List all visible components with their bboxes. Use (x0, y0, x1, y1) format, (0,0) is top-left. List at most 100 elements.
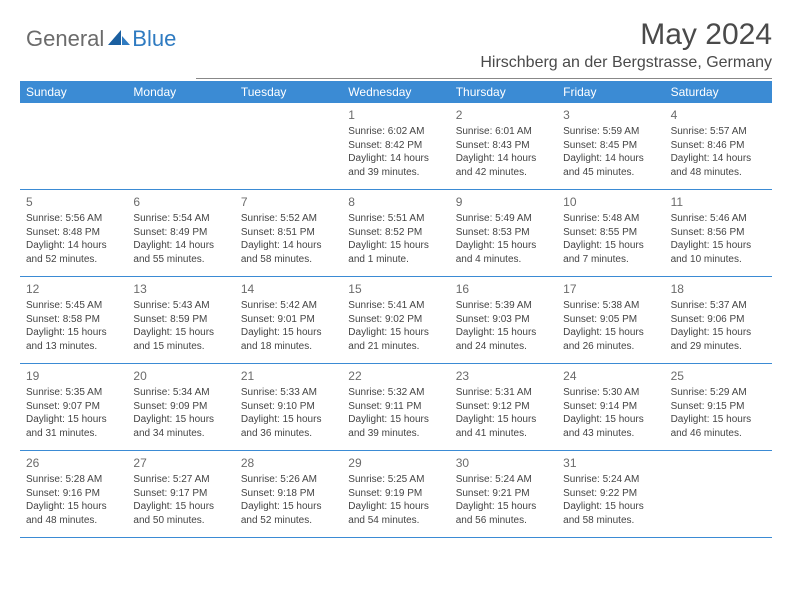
day-cell: 4 Sunrise: 5:57 AM Sunset: 8:46 PM Daylig… (665, 103, 772, 189)
day-sun-data: Sunrise: 5:26 AM Sunset: 9:18 PM Dayligh… (241, 473, 336, 527)
day-cell: 30 Sunrise: 5:24 AM Sunset: 9:21 PM Dayli… (450, 451, 557, 537)
day-cell: 7 Sunrise: 5:52 AM Sunset: 8:51 PM Daylig… (235, 190, 342, 276)
day-number: 11 (671, 194, 766, 210)
day-cell (20, 103, 127, 189)
day-cell: 14 Sunrise: 5:42 AM Sunset: 9:01 PM Dayli… (235, 277, 342, 363)
day-cell (127, 103, 234, 189)
day-number: 28 (241, 455, 336, 471)
day-cell: 20Sunrise: 5:34 AM Sunset: 9:09 PM Dayli… (127, 364, 234, 450)
day-number: 5 (26, 194, 121, 210)
day-number: 4 (671, 107, 766, 123)
day-sun-data: Sunrise: 5:30 AM Sunset: 9:14 PM Dayligh… (563, 386, 658, 440)
day-sun-data: Sunrise: 5:24 AM Sunset: 9:21 PM Dayligh… (456, 473, 551, 527)
day-number: 3 (563, 107, 658, 123)
day-cell: 24Sunrise: 5:30 AM Sunset: 9:14 PM Dayli… (557, 364, 664, 450)
day-number: 12 (26, 281, 121, 297)
day-sun-data: Sunrise: 5:41 AM Sunset: 9:02 PM Dayligh… (348, 299, 443, 353)
day-number: 22 (348, 368, 443, 384)
weekday-header: Thursday (450, 81, 557, 103)
day-sun-data: Sunrise: 5:43 AM Sunset: 8:59 PM Dayligh… (133, 299, 228, 353)
day-sun-data: Sunrise: 5:31 AM Sunset: 9:12 PM Dayligh… (456, 386, 551, 440)
day-sun-data: Sunrise: 5:52 AM Sunset: 8:51 PM Dayligh… (241, 212, 336, 266)
day-number: 21 (241, 368, 336, 384)
day-cell: 29 Sunrise: 5:25 AM Sunset: 9:19 PM Dayli… (342, 451, 449, 537)
day-sun-data: Sunrise: 5:57 AM Sunset: 8:46 PM Dayligh… (671, 125, 766, 179)
header-row: General Blue May 2024 Hirschberg an der … (20, 18, 772, 79)
day-number: 13 (133, 281, 228, 297)
day-cell: 2 Sunrise: 6:01 AM Sunset: 8:43 PM Daylig… (450, 103, 557, 189)
day-cell: 9Sunrise: 5:49 AM Sunset: 8:53 PM Daylig… (450, 190, 557, 276)
day-sun-data: Sunrise: 5:38 AM Sunset: 9:05 PM Dayligh… (563, 299, 658, 353)
brand-part1: General (26, 26, 104, 52)
day-cell (235, 103, 342, 189)
location-subtitle: Hirschberg an der Bergstrasse, Germany (196, 54, 772, 79)
day-number: 16 (456, 281, 551, 297)
day-sun-data: Sunrise: 5:27 AM Sunset: 9:17 PM Dayligh… (133, 473, 228, 527)
day-cell: 25 Sunrise: 5:29 AM Sunset: 9:15 PM Dayli… (665, 364, 772, 450)
day-cell: 10 Sunrise: 5:48 AM Sunset: 8:55 PM Dayli… (557, 190, 664, 276)
day-number: 19 (26, 368, 121, 384)
day-number: 29 (348, 455, 443, 471)
day-cell: 11Sunrise: 5:46 AM Sunset: 8:56 PM Dayli… (665, 190, 772, 276)
day-number: 23 (456, 368, 551, 384)
weekday-header: Sunday (20, 81, 127, 103)
week-row: 26Sunrise: 5:28 AM Sunset: 9:16 PM Dayli… (20, 451, 772, 538)
day-sun-data: Sunrise: 5:24 AM Sunset: 9:22 PM Dayligh… (563, 473, 658, 527)
day-sun-data: Sunrise: 5:39 AM Sunset: 9:03 PM Dayligh… (456, 299, 551, 353)
day-number: 10 (563, 194, 658, 210)
day-number: 1 (348, 107, 443, 123)
day-cell: 3 Sunrise: 5:59 AM Sunset: 8:45 PM Daylig… (557, 103, 664, 189)
day-cell: 6 Sunrise: 5:54 AM Sunset: 8:49 PM Daylig… (127, 190, 234, 276)
day-sun-data: Sunrise: 5:42 AM Sunset: 9:01 PM Dayligh… (241, 299, 336, 353)
day-cell: 31 Sunrise: 5:24 AM Sunset: 9:22 PM Dayli… (557, 451, 664, 537)
day-cell (665, 451, 772, 537)
day-number: 15 (348, 281, 443, 297)
day-number: 18 (671, 281, 766, 297)
day-cell: 28 Sunrise: 5:26 AM Sunset: 9:18 PM Dayli… (235, 451, 342, 537)
day-sun-data: Sunrise: 5:56 AM Sunset: 8:48 PM Dayligh… (26, 212, 121, 266)
day-cell: 5 Sunrise: 5:56 AM Sunset: 8:48 PM Daylig… (20, 190, 127, 276)
weekday-header: Wednesday (342, 81, 449, 103)
day-number: 30 (456, 455, 551, 471)
day-sun-data: Sunrise: 5:33 AM Sunset: 9:10 PM Dayligh… (241, 386, 336, 440)
day-sun-data: Sunrise: 6:02 AM Sunset: 8:42 PM Dayligh… (348, 125, 443, 179)
day-number: 25 (671, 368, 766, 384)
day-sun-data: Sunrise: 5:29 AM Sunset: 9:15 PM Dayligh… (671, 386, 766, 440)
day-sun-data: Sunrise: 5:45 AM Sunset: 8:58 PM Dayligh… (26, 299, 121, 353)
week-row: 5 Sunrise: 5:56 AM Sunset: 8:48 PM Daylig… (20, 190, 772, 277)
title-block: May 2024 Hirschberg an der Bergstrasse, … (196, 18, 772, 79)
day-number: 2 (456, 107, 551, 123)
weekday-header: Friday (557, 81, 664, 103)
day-cell: 27 Sunrise: 5:27 AM Sunset: 9:17 PM Dayli… (127, 451, 234, 537)
brand-logo: General Blue (26, 26, 176, 52)
day-number: 8 (348, 194, 443, 210)
day-cell: 15 Sunrise: 5:41 AM Sunset: 9:02 PM Dayli… (342, 277, 449, 363)
day-number: 27 (133, 455, 228, 471)
weekday-header-row: SundayMondayTuesdayWednesdayThursdayFrid… (20, 81, 772, 103)
day-number: 31 (563, 455, 658, 471)
page-title: May 2024 (196, 18, 772, 52)
day-number: 7 (241, 194, 336, 210)
day-sun-data: Sunrise: 5:34 AM Sunset: 9:09 PM Dayligh… (133, 386, 228, 440)
day-number: 9 (456, 194, 551, 210)
day-number: 14 (241, 281, 336, 297)
day-cell: 23 Sunrise: 5:31 AM Sunset: 9:12 PM Dayli… (450, 364, 557, 450)
day-sun-data: Sunrise: 5:48 AM Sunset: 8:55 PM Dayligh… (563, 212, 658, 266)
day-sun-data: Sunrise: 5:35 AM Sunset: 9:07 PM Dayligh… (26, 386, 121, 440)
day-cell: 1 Sunrise: 6:02 AM Sunset: 8:42 PM Daylig… (342, 103, 449, 189)
day-cell: 18Sunrise: 5:37 AM Sunset: 9:06 PM Dayli… (665, 277, 772, 363)
week-row: 1 Sunrise: 6:02 AM Sunset: 8:42 PM Daylig… (20, 103, 772, 190)
calendar: SundayMondayTuesdayWednesdayThursdayFrid… (20, 81, 772, 538)
day-sun-data: Sunrise: 5:28 AM Sunset: 9:16 PM Dayligh… (26, 473, 121, 527)
day-sun-data: Sunrise: 5:25 AM Sunset: 9:19 PM Dayligh… (348, 473, 443, 527)
day-number: 6 (133, 194, 228, 210)
day-sun-data: Sunrise: 5:54 AM Sunset: 8:49 PM Dayligh… (133, 212, 228, 266)
day-sun-data: Sunrise: 6:01 AM Sunset: 8:43 PM Dayligh… (456, 125, 551, 179)
day-sun-data: Sunrise: 5:32 AM Sunset: 9:11 PM Dayligh… (348, 386, 443, 440)
day-cell: 17Sunrise: 5:38 AM Sunset: 9:05 PM Dayli… (557, 277, 664, 363)
weekday-header: Tuesday (235, 81, 342, 103)
brand-part2: Blue (132, 26, 176, 52)
day-cell: 26Sunrise: 5:28 AM Sunset: 9:16 PM Dayli… (20, 451, 127, 537)
day-sun-data: Sunrise: 5:51 AM Sunset: 8:52 PM Dayligh… (348, 212, 443, 266)
day-sun-data: Sunrise: 5:59 AM Sunset: 8:45 PM Dayligh… (563, 125, 658, 179)
